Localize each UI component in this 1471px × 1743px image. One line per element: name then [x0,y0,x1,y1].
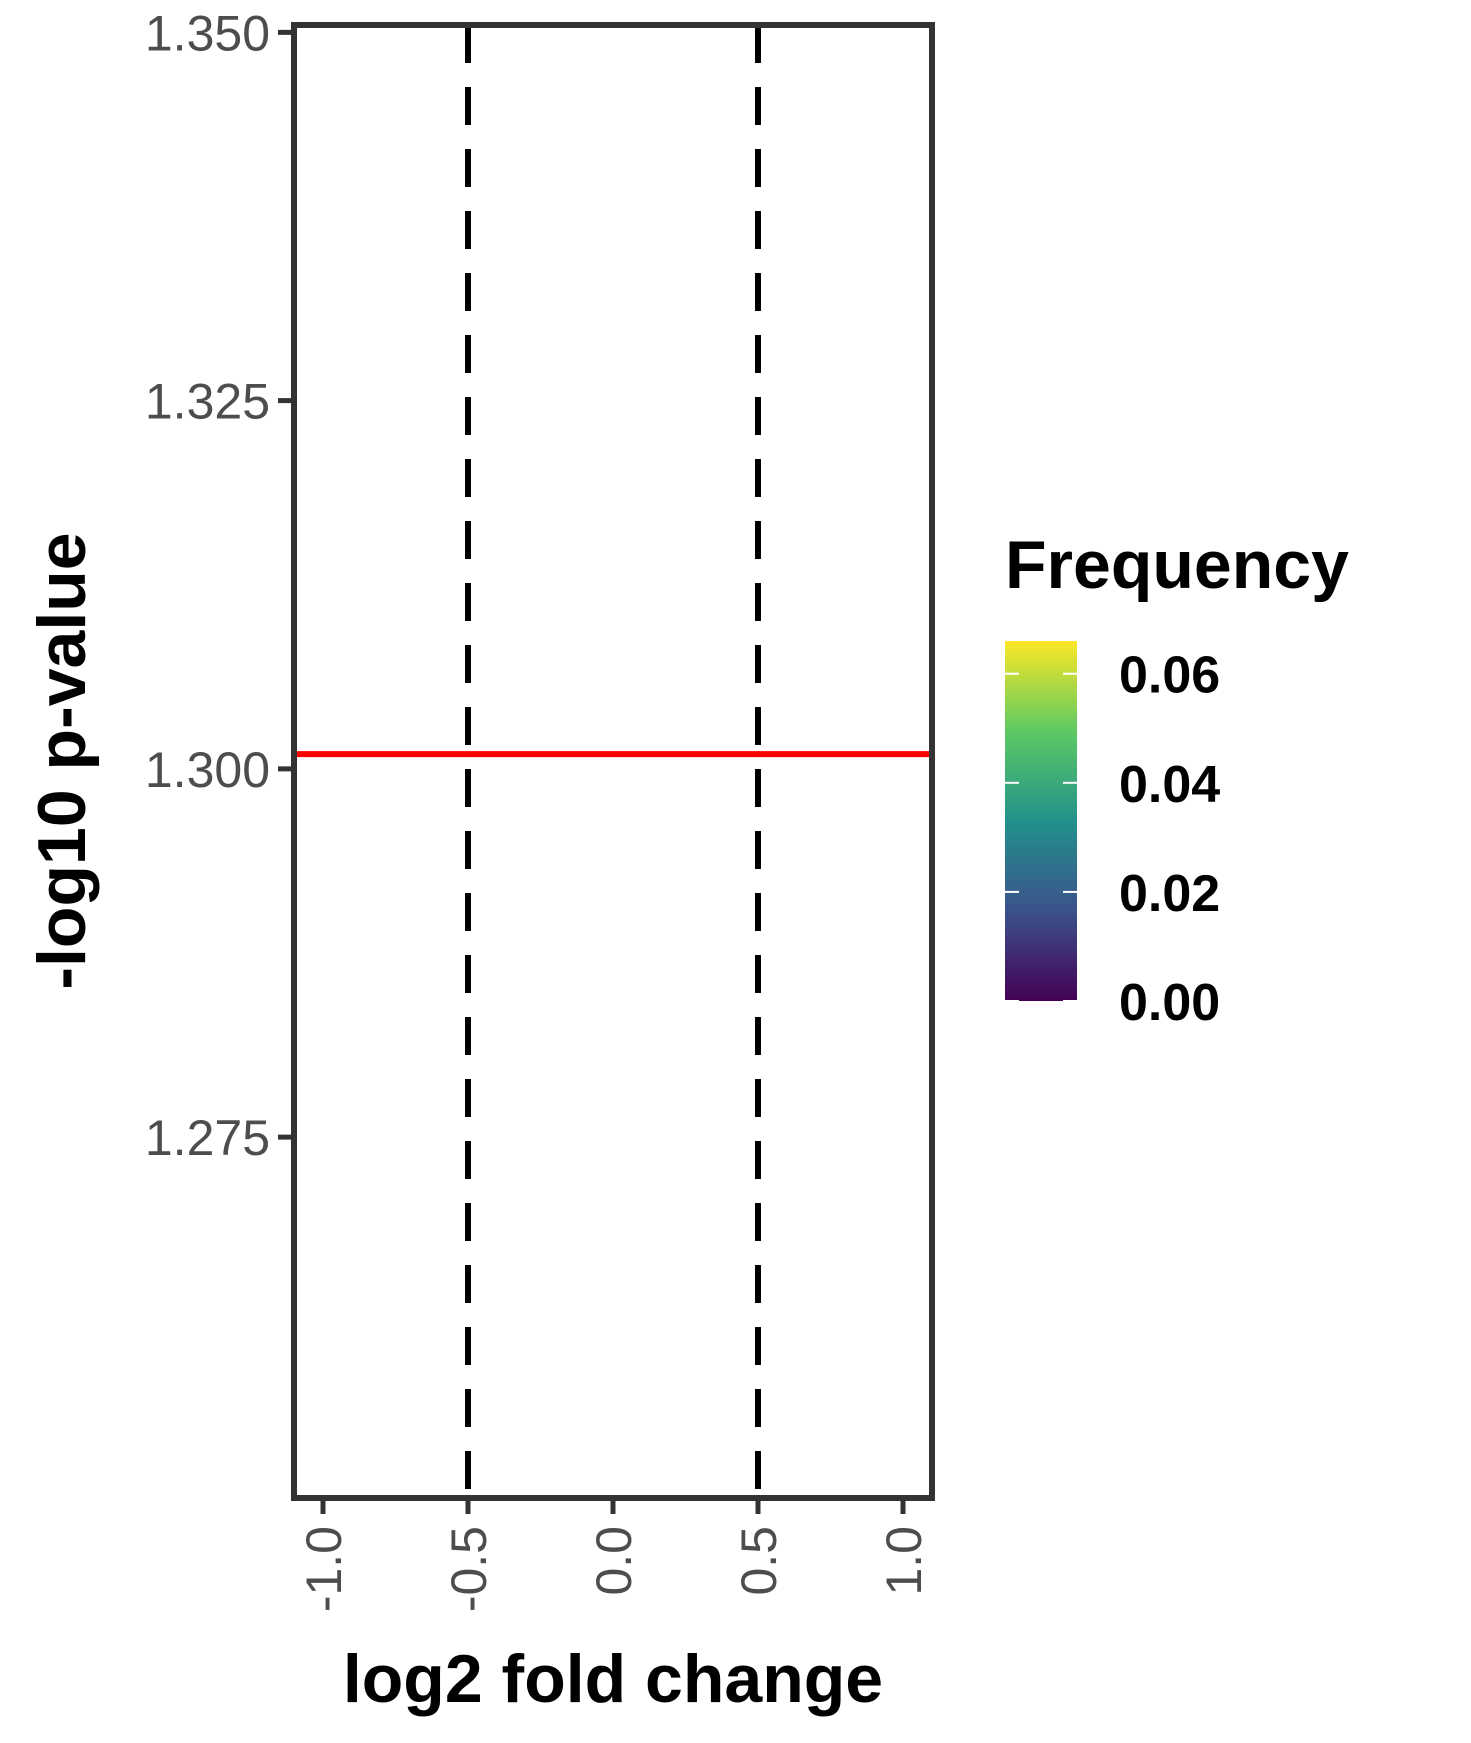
y-tick-label: 1.350 [145,5,270,61]
legend-title: Frequency [1005,527,1349,603]
x-tick-label: 1.0 [876,1526,932,1596]
legend: Frequency 0.00 0.02 0.04 0.06 [1005,527,1349,1032]
x-axis-title: log2 fold change [343,1641,883,1717]
y-tick-label: 1.300 [145,742,270,798]
reference-lines [294,25,932,1498]
legend-colorbar [1005,641,1077,1001]
legend-label: 0.06 [1119,647,1220,705]
legend-label: 0.00 [1119,974,1220,1032]
y-tick-label: 1.275 [145,1110,270,1166]
x-tick-label: 0.0 [586,1526,642,1596]
legend-label: 0.02 [1119,865,1220,923]
legend-ticks: 0.00 0.02 0.04 0.06 [1005,647,1220,1032]
x-tick-label: 0.5 [731,1526,787,1596]
y-axis-title: -log10 p-value [24,532,100,989]
legend-label: 0.04 [1119,756,1220,814]
x-tick-label: -0.5 [441,1526,497,1612]
y-axis: 1.275 1.300 1.325 1.350 [145,5,294,1166]
x-tick-label: -1.0 [296,1526,352,1612]
plot-panel [294,25,932,1498]
y-tick-label: 1.325 [145,374,270,430]
x-axis: -1.0 -0.5 0.0 0.5 1.0 [296,1498,932,1612]
